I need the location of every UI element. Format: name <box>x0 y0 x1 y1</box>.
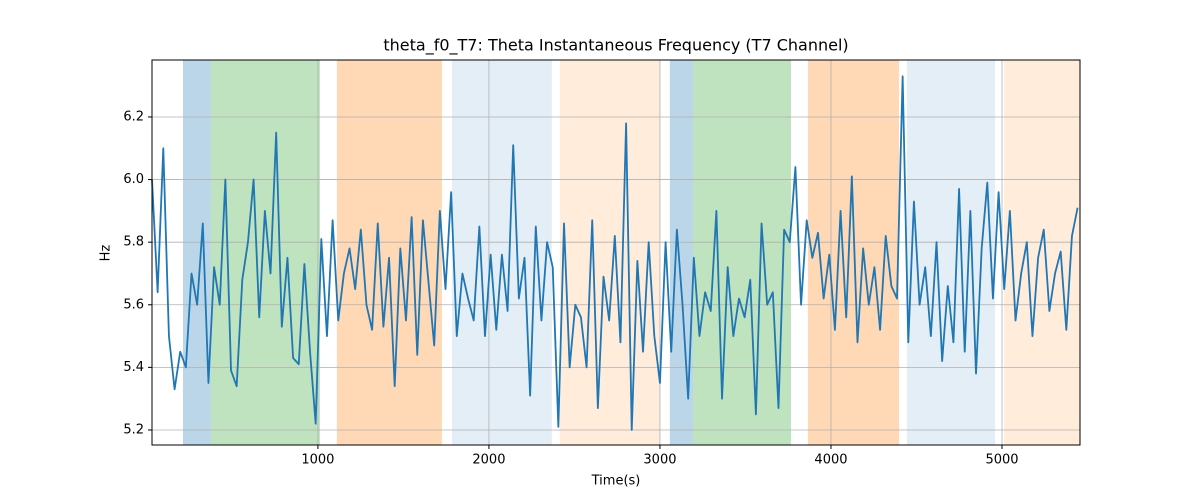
shaded-span <box>210 60 320 445</box>
data-line <box>151 75 1079 431</box>
x-tick-label: 1000 <box>301 453 334 468</box>
shaded-span <box>669 60 693 445</box>
y-axis-label: Hz <box>99 245 114 262</box>
y-tick-label: 5.6 <box>123 297 144 312</box>
shaded-span <box>906 60 995 445</box>
shaded-span <box>559 60 660 445</box>
shaded-span <box>182 60 211 445</box>
x-tick-label: 4000 <box>814 453 847 468</box>
x-axis-label: Time(s) <box>591 474 641 489</box>
x-tick-label: 3000 <box>643 453 676 468</box>
y-tick-label: 5.8 <box>123 235 144 250</box>
x-tick-label: 5000 <box>985 453 1018 468</box>
x-tick-label: 2000 <box>472 453 505 468</box>
chart-title: theta_f0_T7: Theta Instantaneous Frequen… <box>383 36 848 56</box>
y-tick-label: 5.2 <box>123 422 144 437</box>
shaded-span <box>692 60 791 445</box>
shaded-span <box>336 60 442 445</box>
y-tick-label: 6.0 <box>123 172 144 187</box>
shaded-span <box>1004 60 1080 445</box>
plot-frame <box>151 59 1081 446</box>
y-tick-label: 5.4 <box>123 360 144 375</box>
y-tick-label: 6.2 <box>123 109 144 124</box>
